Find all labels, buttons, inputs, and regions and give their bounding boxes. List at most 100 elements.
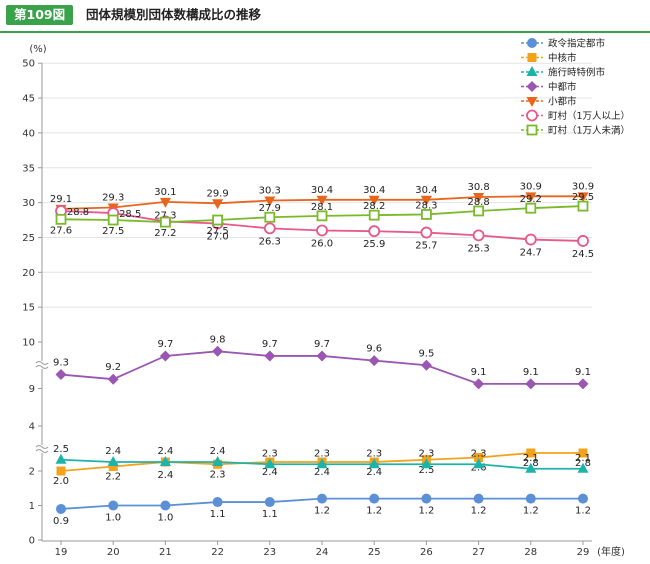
- data-label: 1.2: [366, 506, 382, 517]
- data-point: [368, 355, 380, 367]
- data-label: 29.9: [206, 188, 228, 199]
- data-label: 28.8: [67, 207, 89, 218]
- figure-header: 第109図 団体規模別団体数構成比の推移: [0, 0, 650, 30]
- axis-break-gap: [37, 361, 47, 369]
- y-tick-label: 25: [22, 233, 35, 244]
- legend-label: 中都市: [548, 81, 577, 93]
- data-point: [368, 195, 380, 206]
- data-label: 25.7: [415, 241, 437, 252]
- data-label: 29.5: [572, 192, 594, 203]
- data-label: 2.5: [53, 444, 69, 455]
- data-label: 29.3: [102, 192, 124, 203]
- x-tick-label: 23: [263, 547, 276, 558]
- data-point: [421, 493, 432, 504]
- axis-break-mark: [35, 445, 49, 449]
- data-label: 28.3: [415, 200, 437, 211]
- data-label: 2.3: [418, 448, 434, 459]
- x-tick-label: 21: [159, 547, 172, 558]
- data-point: [159, 456, 171, 466]
- data-point: [55, 369, 67, 381]
- series-4: 9.3 9.2 9.7 9.8 9.7 9.7 9.6 9.5 9.1 9.1 9.1: [53, 334, 591, 390]
- y-tick-label: 30: [22, 198, 35, 209]
- axis-break-mark: [35, 449, 49, 453]
- data-point: [368, 209, 380, 221]
- data-point: [577, 200, 589, 212]
- data-label: 2.4: [314, 467, 330, 478]
- data-label: 2.1: [523, 453, 539, 464]
- data-label: 9.1: [523, 367, 539, 378]
- data-point: [525, 493, 536, 504]
- figure-title: 団体規模別団体数構成比の推移: [86, 7, 262, 22]
- legend-label: 小都市: [548, 96, 577, 108]
- data-point: [108, 462, 118, 471]
- data-label: 25.3: [467, 243, 489, 254]
- data-point: [473, 193, 485, 204]
- axis-break-mark: [35, 365, 49, 369]
- y-tick-label: 20: [22, 268, 35, 279]
- x-tick-label: 22: [211, 547, 224, 558]
- data-label: 2.3: [210, 469, 226, 480]
- y-tick-label: 40: [22, 128, 35, 139]
- y-tick-label: 15: [22, 303, 35, 314]
- data-label: 27.0: [206, 232, 228, 243]
- data-point: [56, 503, 66, 514]
- data-point: [577, 235, 589, 247]
- data-label: 9.8: [210, 334, 226, 345]
- data-point: [420, 195, 432, 206]
- data-point: [263, 222, 276, 235]
- data-point: [420, 458, 432, 469]
- data-label: 30.1: [154, 187, 176, 198]
- data-label: 30.4: [363, 185, 385, 196]
- data-point: [369, 493, 380, 504]
- data-label: 9.7: [262, 339, 278, 350]
- y-tick-label: 45: [22, 94, 35, 105]
- series-7: 27.6 27.5 27.2 27.5 27.9 28.1 28.2 28.3 28.8 29.2…: [50, 192, 594, 239]
- data-label: 30.9: [572, 181, 594, 192]
- x-tick-label: 19: [55, 547, 68, 558]
- data-point: [107, 373, 119, 385]
- legend-marker: [526, 66, 538, 76]
- series-3: 2.5 2.4 2.4 2.4 2.3 2.3 2.3 2.3 2.3 2.1 2.1: [53, 444, 591, 473]
- data-label: 9.7: [157, 339, 173, 350]
- data-label: 28.5: [119, 209, 141, 220]
- data-point: [368, 458, 380, 469]
- y-tick-label: 35: [22, 163, 35, 174]
- data-point: [420, 359, 432, 371]
- legend-marker: [527, 38, 537, 48]
- data-label: 1.2: [575, 506, 591, 517]
- data-label: 30.9: [520, 181, 542, 192]
- legend-marker: [526, 124, 538, 136]
- data-label: 1.2: [471, 506, 487, 517]
- y-tick-label: 10: [22, 338, 35, 349]
- y-tick-label: 2: [29, 467, 35, 478]
- data-label: 27.5: [102, 226, 124, 237]
- data-label: 28.2: [363, 201, 385, 212]
- data-point: [525, 462, 537, 473]
- data-point: [160, 500, 171, 511]
- data-point: [473, 205, 485, 217]
- x-tick-label: 20: [107, 547, 120, 558]
- data-point: [525, 378, 537, 390]
- data-label: 30.3: [259, 186, 281, 197]
- data-label: 2.3: [314, 448, 330, 459]
- data-label: 27.9: [259, 203, 281, 214]
- x-tick-label: 26: [420, 547, 433, 558]
- data-point: [212, 497, 223, 508]
- data-point: [159, 350, 171, 362]
- data-label: 24.5: [572, 249, 594, 260]
- data-point: [316, 224, 328, 237]
- data-label: 2.1: [575, 453, 591, 464]
- data-label: 2.4: [105, 446, 121, 457]
- data-point: [212, 345, 224, 357]
- data-point: [473, 458, 485, 469]
- data-point: [577, 192, 589, 203]
- data-label: 27.6: [50, 225, 72, 236]
- data-point: [578, 493, 588, 504]
- data-point: [577, 462, 589, 473]
- x-tick-label: 27: [472, 547, 485, 558]
- data-label: 9.2: [105, 362, 121, 373]
- data-label: 1.2: [314, 506, 330, 517]
- legend-marker: [526, 109, 538, 122]
